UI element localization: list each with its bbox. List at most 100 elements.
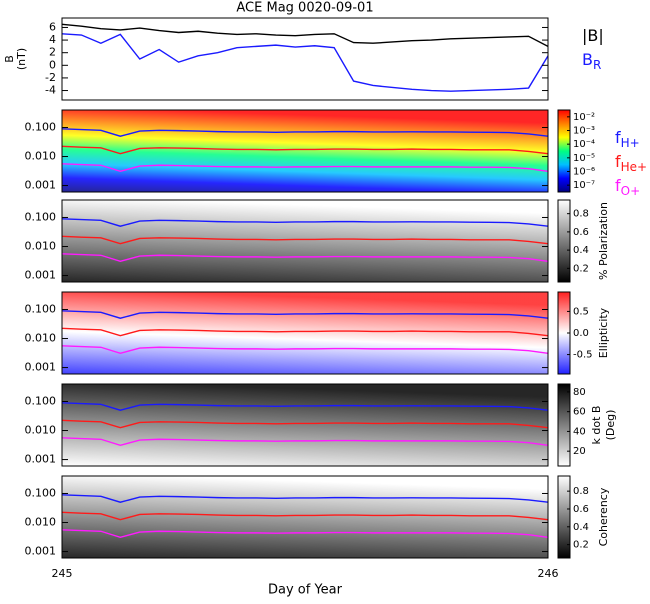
legend-entry: fO+: [615, 176, 640, 198]
frequency-line: [62, 128, 548, 137]
panel-frame: [61, 383, 549, 467]
frequency-line: [62, 402, 548, 411]
colorbar-tick-label: 0.5: [573, 306, 589, 317]
y-tick-label: 6: [49, 20, 56, 33]
frequency-line: [62, 345, 548, 355]
colorbar-tick-label: 20: [573, 446, 586, 457]
frequency-line: [62, 494, 548, 503]
y-tick-label: 4: [49, 33, 56, 46]
y-tick-label: 0.010: [25, 150, 57, 163]
y-tick-label: 0.010: [25, 516, 57, 529]
panel-frame: [61, 17, 549, 101]
plot-area: [62, 23, 548, 92]
panel-frame: [61, 291, 549, 375]
colorbar-title: k dot B: [590, 406, 603, 445]
plot-area: [62, 110, 548, 192]
panel-frame: [61, 109, 549, 193]
y-tick-label: 0.001: [25, 269, 57, 282]
spectrogram: [62, 110, 548, 192]
frequency-line: [62, 235, 548, 245]
colorbar-tick-label: 0.8: [573, 209, 589, 220]
colorbar-tick-label: 10⁻⁶: [573, 167, 595, 178]
legend-entry: BR: [582, 50, 601, 72]
frequency-line: [62, 145, 548, 155]
legend-subscript: O+: [621, 184, 641, 198]
plot-area: [62, 476, 548, 558]
spectrogram: [62, 476, 548, 558]
colorbar-tick-label: 60: [573, 407, 586, 418]
colorbar-tick-label: 0.2: [573, 540, 589, 551]
frequency-line: [62, 419, 548, 429]
colorbar: [557, 475, 571, 559]
x-tick-label: 245: [52, 567, 73, 580]
colorbar: [557, 109, 571, 193]
colorbar-title: % Polarization: [597, 202, 610, 280]
frequency-line: [62, 529, 548, 539]
y-tick-label: 0.010: [25, 332, 57, 345]
y-tick-label: 2: [49, 46, 56, 59]
colorbar-tick-label: 40: [573, 426, 586, 437]
frequency-line: [62, 218, 548, 227]
colorbar-title: Ellipticity: [597, 307, 610, 358]
y-tick-label: 0.010: [25, 240, 57, 253]
y-tick-label: 0.001: [25, 361, 57, 374]
frequency-line: [62, 437, 548, 447]
colorbar-tick-label: 0.4: [573, 245, 589, 256]
y-tick-label: 0.100: [25, 486, 57, 499]
legend-entry: fHe+: [615, 152, 647, 174]
colorbar-tick-label: 0.8: [573, 486, 589, 497]
y-tick-label: -4: [45, 84, 56, 97]
colorbar-tick-label: 10⁻⁵: [573, 153, 595, 164]
legend-name: f: [615, 128, 621, 147]
y-axis-label: (nT): [15, 48, 28, 70]
colorbar: [557, 199, 571, 283]
y-tick-label: 0.010: [25, 424, 57, 437]
colorbar-tick-label: 10⁻⁷: [573, 180, 595, 191]
legend-name: f: [615, 152, 621, 171]
y-tick-label: 0.100: [25, 394, 57, 407]
chart-title: ACE Mag 0020-09-01: [236, 1, 373, 16]
legend-subscript: H+: [621, 136, 640, 150]
frequency-line: [62, 511, 548, 521]
y-tick-label: 0.001: [25, 545, 57, 558]
panel-frame: [61, 199, 549, 283]
y-tick-label: -2: [45, 71, 56, 84]
y-axis-label: B: [3, 55, 16, 63]
colorbar-tick-label: 0.6: [573, 504, 589, 515]
colorbar-tick-label: 10⁻⁴: [573, 139, 595, 150]
x-axis-label: Day of Year: [268, 583, 343, 598]
y-tick-label: 0.001: [25, 179, 57, 192]
colorbar-tick-label: 10⁻²: [573, 112, 595, 123]
frequency-line: [62, 310, 548, 319]
colorbar-tick-label: 80: [573, 387, 586, 398]
y-tick-label: 0.100: [25, 302, 57, 315]
frequency-line: [62, 163, 548, 173]
series-line: [62, 33, 548, 92]
spectrogram: [62, 384, 548, 466]
legend-name: |B|: [582, 26, 604, 45]
legend-name: B: [582, 50, 593, 69]
panel-frame: [61, 475, 549, 559]
colorbar-tick-label: 0.6: [573, 227, 589, 238]
colorbar-tick-label: 0.2: [573, 263, 589, 274]
legend-subscript: R: [593, 58, 601, 72]
colorbar-tick-label: 0.4: [573, 522, 589, 533]
legend-subscript: He+: [621, 160, 647, 174]
colorbar-title: (Deg): [604, 410, 617, 441]
plot-area: [62, 292, 548, 374]
colorbar-tick-label: 0.0: [573, 328, 589, 339]
y-tick-label: 0.001: [25, 453, 57, 466]
y-tick-label: 0.100: [25, 210, 57, 223]
colorbar-tick-label: -0.5: [573, 350, 593, 361]
plot-area: [62, 384, 548, 466]
colorbar-title: Coherency: [597, 487, 610, 546]
plot-area: [62, 200, 548, 282]
y-tick-label: 0: [49, 58, 56, 71]
legend-entry: |B|: [582, 26, 604, 45]
y-tick-label: 0.100: [25, 120, 57, 133]
frequency-line: [62, 327, 548, 337]
colorbar: [557, 383, 571, 467]
colorbar-tick-label: 10⁻³: [573, 126, 595, 137]
x-tick-label: 246: [538, 567, 559, 580]
